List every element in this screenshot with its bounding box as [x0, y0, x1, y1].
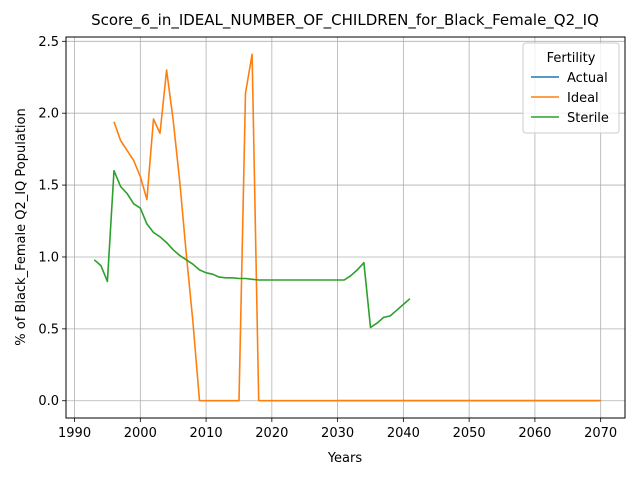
series-line-ideal — [113, 53, 601, 402]
y-tick-label: 1.5 — [38, 179, 59, 194]
x-tick-label: 2000 — [124, 426, 157, 441]
legend-items: Actual Ideal Sterile — [531, 71, 609, 126]
x-tick-label: 2060 — [518, 426, 551, 441]
y-tick-label: 2.0 — [38, 107, 59, 122]
series-line-sterile — [93, 169, 411, 329]
plot-frame — [65, 36, 626, 419]
legend: Fertility Actual Ideal Sterile — [522, 42, 620, 134]
chart-title: Score_6_in_IDEAL_NUMBER_OF_CHILDREN_for_… — [91, 11, 599, 30]
x-axis-label: Years — [327, 451, 363, 466]
x-tick-label: 2030 — [321, 426, 354, 441]
y-tick-label: 0.0 — [38, 394, 59, 409]
x-tick-label: 2050 — [453, 426, 486, 441]
x-axis-ticks: 1990 2000 2010 2020 2030 2040 2050 2060 2070 — [58, 418, 617, 441]
series-lines — [93, 53, 601, 402]
y-axis-ticks: 0.0 0.5 1.0 1.5 2.0 2.5 — [38, 35, 66, 409]
y-tick-label: 2.5 — [38, 35, 59, 50]
y-tick-label: 1.0 — [38, 250, 59, 265]
x-tick-label: 2070 — [584, 426, 617, 441]
x-tick-label: 2020 — [255, 426, 288, 441]
legend-box — [522, 42, 620, 134]
x-tick-label: 2040 — [387, 426, 420, 441]
y-tick-label: 0.5 — [38, 322, 59, 337]
legend-label-sterile: Sterile — [567, 111, 609, 126]
legend-label-actual: Actual — [567, 71, 608, 86]
legend-label-ideal: Ideal — [567, 91, 599, 106]
x-tick-label: 1990 — [58, 426, 91, 441]
y-axis-label: % of Black_Female Q2_IQ Population — [14, 108, 29, 345]
x-tick-label: 2010 — [190, 426, 223, 441]
legend-title: Fertility — [547, 51, 596, 66]
